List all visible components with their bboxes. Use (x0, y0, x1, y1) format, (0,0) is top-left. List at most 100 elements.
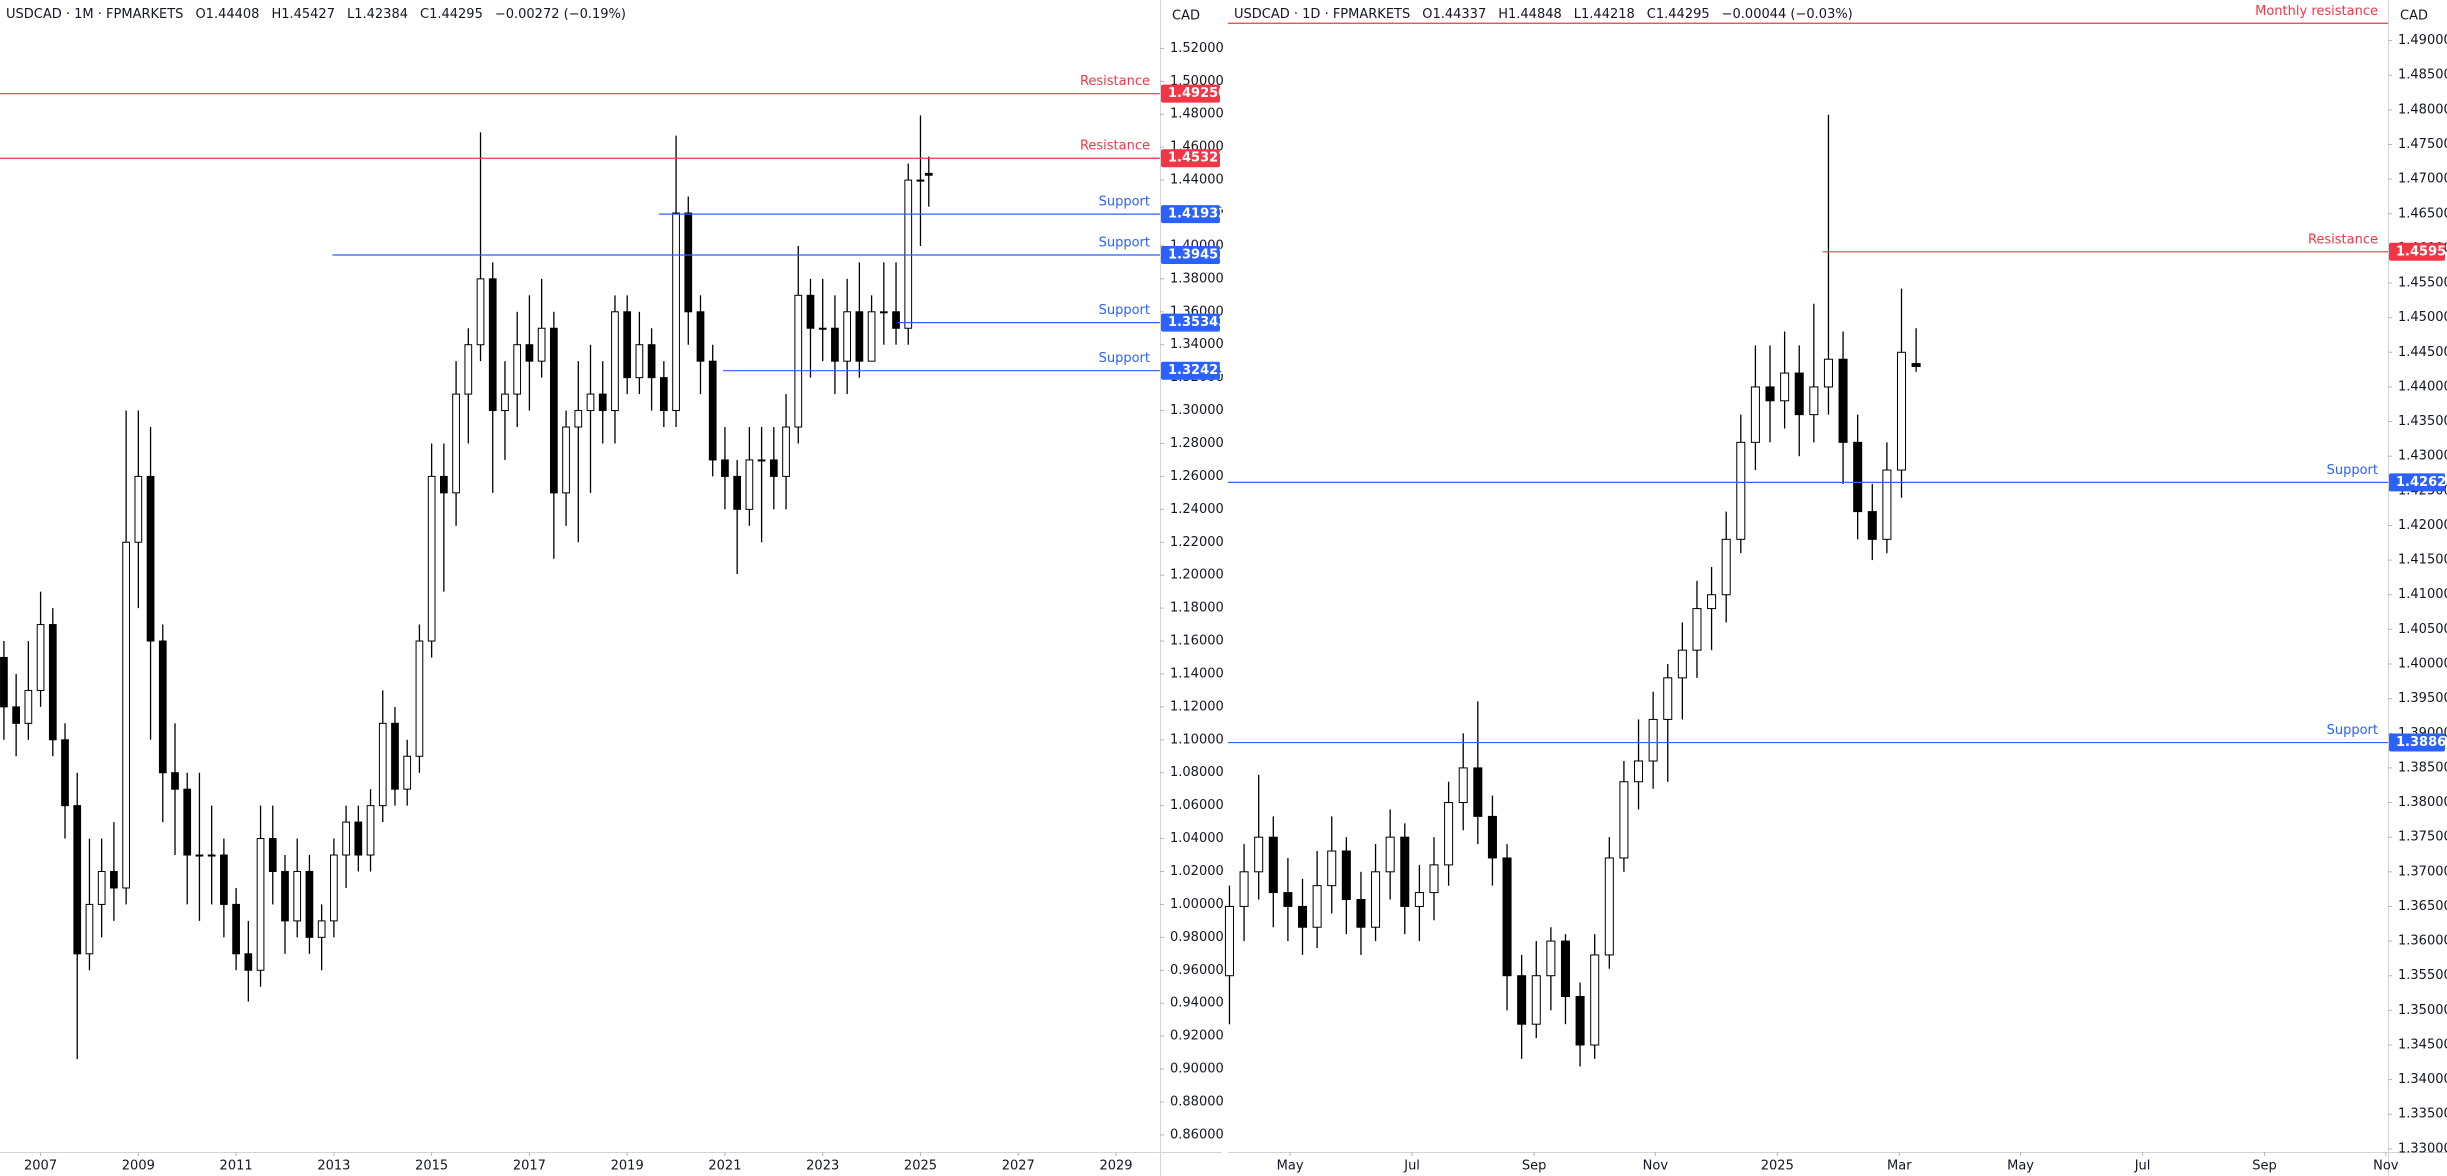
candle-body (659, 377, 668, 412)
price-tag (1161, 205, 1220, 224)
y-tick-label: 0.98000 (1170, 930, 1224, 945)
candle-body (415, 640, 424, 757)
y-tick-label: 1.16000 (1170, 634, 1224, 649)
y-tick-label: 1.44000 (2398, 379, 2447, 394)
y-tick-label: 1.37500 (2398, 830, 2447, 845)
candle-body (794, 294, 803, 428)
candle-body (1444, 802, 1454, 866)
candle-body (293, 870, 302, 922)
candle-body (635, 344, 644, 379)
candle-body (1560, 940, 1570, 997)
y-tick-label: 1.34000 (1170, 337, 1224, 352)
candle-body (1809, 386, 1819, 416)
candle-body (464, 344, 473, 395)
y-tick-label: 1.28000 (1170, 436, 1224, 451)
y-tick-label: 1.41000 (2398, 587, 2447, 602)
candle-body (757, 459, 766, 462)
candle-body (122, 541, 130, 889)
y-tick-label: 1.14000 (1170, 666, 1224, 681)
candle-body (562, 426, 570, 494)
candle-body (378, 722, 387, 807)
ohlc-value: C1.44295 (1647, 7, 1710, 22)
x-tick-label: 2009 (122, 1159, 155, 1174)
y-tick-label: 1.30000 (1170, 403, 1224, 418)
candle-body (611, 311, 619, 412)
ohlc-value: −0.00044 (−0.03%) (1722, 7, 1853, 22)
candle-body (1517, 975, 1527, 1025)
y-tick-label: 0.96000 (1170, 963, 1224, 978)
x-tick-label: Sep (1522, 1159, 1547, 1174)
x-tick-label: Nov (1643, 1159, 1669, 1174)
y-tick-label: 1.12000 (1170, 699, 1224, 714)
candle-body (892, 311, 900, 329)
candle-body (843, 311, 852, 362)
ohlc-value: L1.44218 (1574, 7, 1635, 22)
ohlc-value: O1.44408 (195, 7, 259, 22)
candle-body (782, 426, 790, 477)
ohlc-value: L1.42384 (347, 7, 408, 22)
candle-body (110, 870, 118, 889)
candle-body (549, 327, 558, 494)
y-tick-label: 1.00000 (1170, 897, 1224, 912)
candle-body (1268, 836, 1278, 894)
currency-label: CAD (1172, 9, 1200, 24)
candle-body (1239, 871, 1249, 907)
candle-body (1224, 905, 1234, 977)
x-tick-label: 2027 (1002, 1159, 1035, 1174)
candle-body (268, 838, 277, 872)
candle-body (1838, 358, 1848, 443)
level-name: Support (2327, 723, 2378, 738)
candle-body (1371, 871, 1381, 928)
y-tick-label: 0.86000 (1170, 1127, 1224, 1142)
candle-body (48, 624, 57, 741)
candle-body (647, 344, 656, 379)
candle-body (1663, 677, 1673, 720)
candle-body (195, 854, 204, 857)
candle-body (1473, 767, 1483, 817)
candle-body (1356, 899, 1366, 928)
x-tick-label: 2017 (513, 1159, 546, 1174)
candle-body (867, 311, 876, 362)
price-tag (1161, 149, 1220, 168)
candle-body (1385, 836, 1395, 873)
candle-body (158, 640, 167, 774)
candle-body (1780, 372, 1790, 402)
candle-body (1312, 885, 1322, 928)
y-tick-label: 1.34000 (2398, 1072, 2447, 1087)
y-tick-label: 1.47000 (2398, 172, 2447, 187)
y-tick-label: 0.88000 (1170, 1094, 1224, 1109)
candle-body (1707, 594, 1717, 610)
y-tick-label: 1.48000 (2398, 102, 2447, 117)
candle-body (1736, 441, 1746, 540)
candle-body (427, 475, 436, 642)
y-tick-label: 1.06000 (1170, 798, 1224, 813)
candle-body (452, 393, 460, 494)
candle-body (1531, 975, 1541, 1025)
candle-body (97, 870, 106, 905)
currency-label: CAD (2400, 9, 2428, 24)
x-tick-label: Nov (2373, 1159, 2399, 1174)
level-name: Resistance (1080, 139, 1150, 154)
candle-body (403, 755, 412, 790)
y-tick-label: 1.48000 (1170, 107, 1224, 122)
candle-body (220, 854, 228, 905)
candle-body (708, 360, 717, 461)
level-name: Resistance (1080, 74, 1150, 89)
candle-body (1604, 857, 1614, 956)
candle-body (1502, 857, 1512, 977)
symbol-title: USDCAD · 1M · FPMARKETS (6, 7, 183, 22)
y-tick-label: 1.26000 (1170, 469, 1224, 484)
y-tick-label: 0.90000 (1170, 1062, 1224, 1077)
candle-body (1721, 538, 1731, 596)
candle-body (1896, 351, 1907, 471)
candle-body (1619, 781, 1629, 859)
x-tick-label: 2011 (220, 1159, 253, 1174)
candle-body (36, 624, 45, 691)
candle-body (1867, 511, 1877, 540)
candle-body (1429, 864, 1439, 894)
candle-body (488, 278, 497, 412)
y-tick-label: 1.49000 (2398, 33, 2447, 48)
y-tick-label: 1.48500 (2398, 68, 2447, 83)
level-name: Resistance (2308, 232, 2378, 247)
y-tick-label: 1.35500 (2398, 968, 2447, 983)
